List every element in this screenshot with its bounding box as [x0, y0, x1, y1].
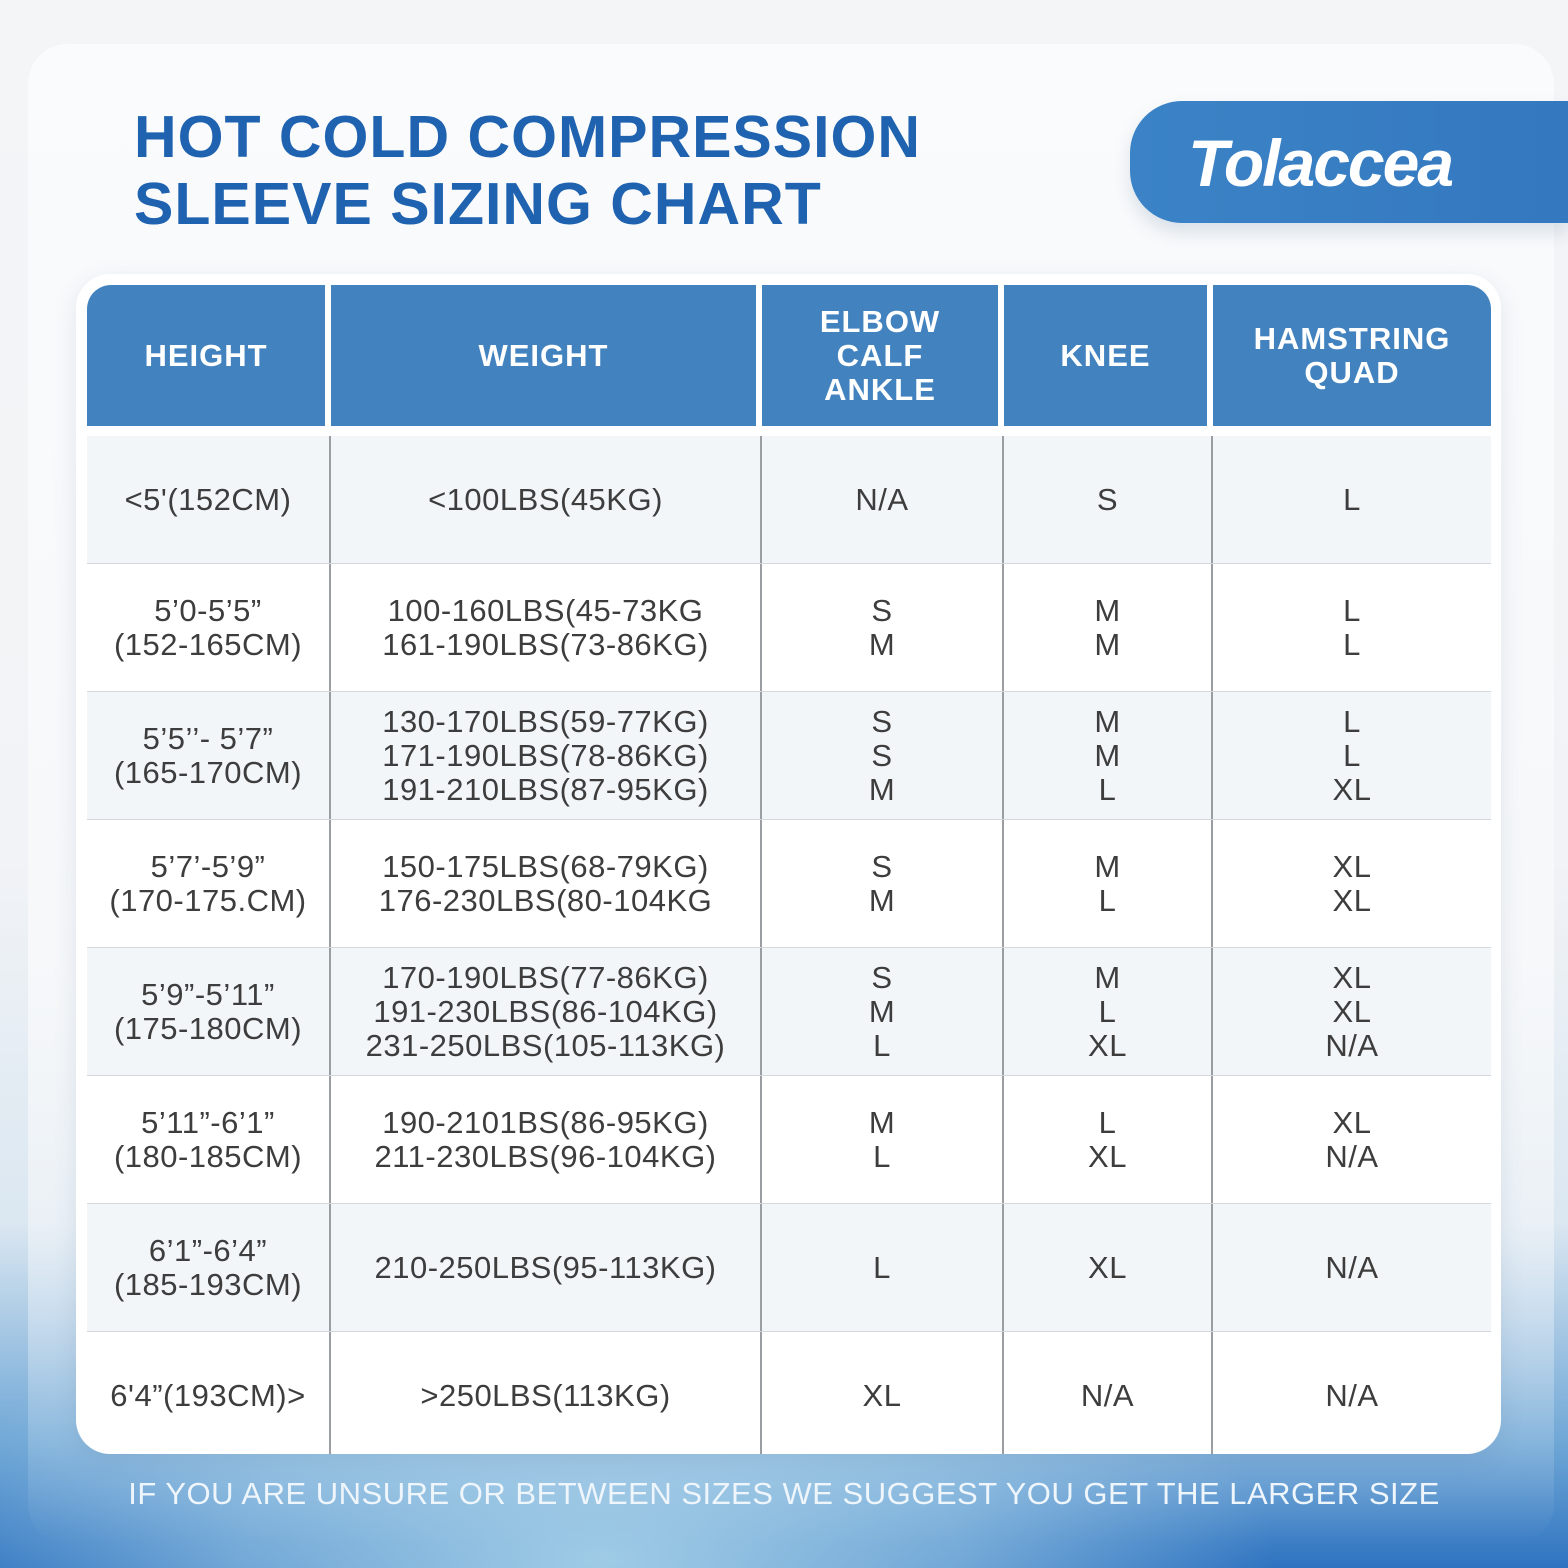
cell-height: 5’7’-5’9” (170-175.CM) — [87, 820, 331, 947]
brand-logo: Tolaccea — [1188, 126, 1454, 200]
cell-height: 5’5’’- 5’7” (165-170CM) — [87, 692, 331, 819]
cell-hamstring-quad: N/A — [1325, 1378, 1379, 1413]
cell-height: 6’1”-6’4” (185-193CM) — [87, 1204, 331, 1331]
table-row: 5’0-5’5” (152-165CM) 100-160LBS(45-73KG 1… — [87, 564, 1491, 692]
table-row: 5’11”-6’1” (180-185CM) 190-2101BS(86-95KG… — [87, 1076, 1491, 1204]
cell-weight: 210-250LBS(95-113KG) — [331, 1204, 762, 1331]
table-row: 6’1”-6’4” (185-193CM) 210-250LBS(95-113KG… — [87, 1204, 1491, 1332]
cell-hamstring-quad: XL XL — [1332, 848, 1372, 918]
table-body: <5'(152CM) <100LBS(45KG) N/A S L 5’0-5’5” (15… — [87, 436, 1491, 1454]
header-knee: KNEE — [1004, 285, 1207, 426]
cell-elbow-calf-ankle: S S M — [762, 692, 1004, 819]
cell-hamstring-quad: L L — [1343, 592, 1361, 662]
page-title: HOT COLD COMPRESSION SLEEVE SIZING CHART — [134, 104, 921, 238]
cell-knee: M M — [1004, 564, 1213, 691]
cell-weight: <100LBS(45KG) — [331, 436, 762, 563]
table-row: 5’5’’- 5’7” (165-170CM) 130-170LBS(59-77K… — [87, 692, 1491, 820]
cell-knee: N/A — [1004, 1332, 1213, 1454]
cell-height: 6'4”(193CM)> — [87, 1332, 331, 1454]
cell-elbow-calf-ankle: M L — [762, 1076, 1004, 1203]
sizing-table-card: HEIGHT WEIGHT ELBOW CALF ANKLE KNEE HAMS… — [76, 274, 1501, 1454]
cell-weight: 170-190LBS(77-86KG) 191-230LBS(86-104KG)… — [331, 948, 762, 1075]
cell-weight: 190-2101BS(86-95KG) 211-230LBS(96-104KG) — [331, 1076, 762, 1203]
cell-hamstring-quad: L — [1343, 481, 1361, 517]
table-row: 6'4”(193CM)> >250LBS(113KG) XL N/A N/A — [87, 1332, 1491, 1454]
cell-weight: 150-175LBS(68-79KG) 176-230LBS(80-104KG — [331, 820, 762, 947]
cell-height: <5'(152CM) — [87, 436, 331, 563]
cell-knee: S — [1004, 436, 1213, 563]
cell-elbow-calf-ankle: XL — [762, 1332, 1004, 1454]
sizing-advice-note: IF YOU ARE UNSURE OR BETWEEN SIZES WE SU… — [128, 1476, 1440, 1511]
header-height: HEIGHT — [87, 285, 325, 426]
cell-weight: 100-160LBS(45-73KG 161-190LBS(73-86KG) — [331, 564, 762, 691]
title-line-1: HOT COLD COMPRESSION — [134, 104, 922, 170]
header-hamstring-quad: HAMSTRING QUAD — [1213, 285, 1491, 426]
cell-height: 5’0-5’5” (152-165CM) — [87, 564, 331, 691]
cell-hamstring-quad: XL XL N/A — [1325, 959, 1379, 1063]
cell-elbow-calf-ankle: S M — [762, 564, 1004, 691]
cell-knee: M L XL — [1004, 948, 1213, 1075]
title-line-2: SLEEVE SIZING CHART — [134, 171, 822, 237]
table-row: 5’9”-5’11” (175-180CM) 170-190LBS(77-86KG… — [87, 948, 1491, 1076]
cell-knee: M M L — [1004, 692, 1213, 819]
cell-height: 5’11”-6’1” (180-185CM) — [87, 1076, 331, 1203]
table-row: 5’7’-5’9” (170-175.CM) 150-175LBS(68-79KG… — [87, 820, 1491, 948]
cell-elbow-calf-ankle: S M L — [762, 948, 1004, 1075]
cell-elbow-calf-ankle: N/A — [762, 436, 1004, 563]
table-header-row: HEIGHT WEIGHT ELBOW CALF ANKLE KNEE HAMS… — [87, 285, 1491, 426]
cell-elbow-calf-ankle: L — [762, 1204, 1004, 1331]
cell-hamstring-quad: L L XL — [1332, 703, 1372, 807]
sizing-table: HEIGHT WEIGHT ELBOW CALF ANKLE KNEE HAMS… — [87, 285, 1491, 1454]
cell-hamstring-quad: XL N/A — [1325, 1104, 1379, 1174]
cell-hamstring-quad: N/A — [1325, 1249, 1379, 1285]
header-elbow-calf-ankle: ELBOW CALF ANKLE — [762, 285, 998, 426]
cell-weight: 130-170LBS(59-77KG) 171-190LBS(78-86KG) … — [331, 692, 762, 819]
header-weight: WEIGHT — [331, 285, 756, 426]
cell-knee: M L — [1004, 820, 1213, 947]
cell-weight: >250LBS(113KG) — [331, 1332, 762, 1454]
cell-knee: L XL — [1004, 1076, 1213, 1203]
brand-logo-tab: Tolaccea — [1130, 101, 1568, 223]
cell-height: 5’9”-5’11” (175-180CM) — [87, 948, 331, 1075]
table-row: <5'(152CM) <100LBS(45KG) N/A S L — [87, 436, 1491, 564]
cell-elbow-calf-ankle: S M — [762, 820, 1004, 947]
cell-knee: XL — [1004, 1204, 1213, 1331]
